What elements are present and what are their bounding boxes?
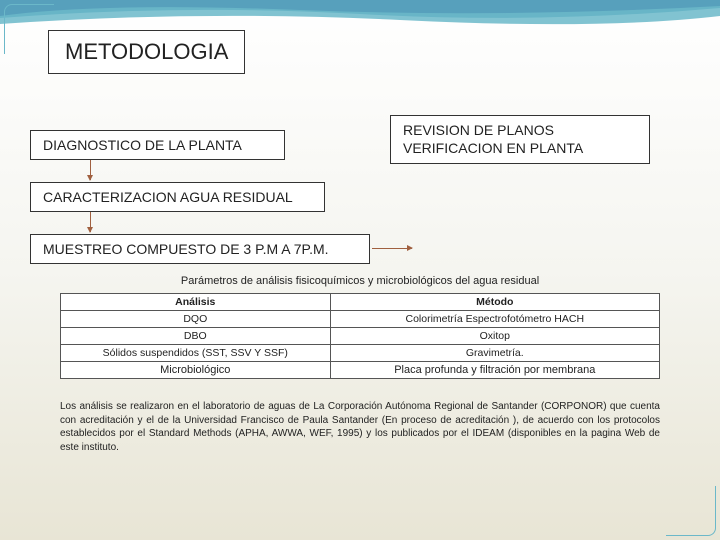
table-row: Microbiológico Placa profunda y filtraci… — [61, 362, 660, 379]
box-diagnostico-text: DIAGNOSTICO DE LA PLANTA — [43, 137, 242, 153]
table-title: Parámetros de análisis fisicoquímicos y … — [60, 275, 660, 287]
analysis-table: Análisis Método DQO Colorimetría Espectr… — [60, 293, 660, 379]
slide-content: METODOLOGIA DIAGNOSTICO DE LA PLANTA REV… — [0, 0, 720, 98]
box-muestreo: MUESTREO COMPUESTO DE 3 P.M A 7P.M. — [30, 234, 370, 264]
table-header-analisis: Análisis — [61, 294, 331, 311]
table-cell: DQO — [61, 311, 331, 328]
corner-decoration-bottom-right — [666, 486, 716, 536]
box-caracterizacion-text: CARACTERIZACION AGUA RESIDUAL — [43, 189, 293, 205]
arrow-diag-to-carac — [90, 160, 91, 180]
table-body: DQO Colorimetría Espectrofotómetro HACH … — [61, 311, 660, 379]
slide-title: METODOLOGIA — [65, 39, 228, 64]
box-revision-line2: VERIFICACION EN PLANTA — [403, 140, 637, 158]
box-muestreo-text: MUESTREO COMPUESTO DE 3 P.M A 7P.M. — [43, 241, 329, 257]
table-row: DBO Oxitop — [61, 328, 660, 345]
table-row: Sólidos suspendidos (SST, SSV Y SSF) Gra… — [61, 345, 660, 362]
box-diagnostico: DIAGNOSTICO DE LA PLANTA — [30, 130, 285, 160]
table-header-row: Análisis Método — [61, 294, 660, 311]
table-cell: Sólidos suspendidos (SST, SSV Y SSF) — [61, 345, 331, 362]
table-row: DQO Colorimetría Espectrofotómetro HACH — [61, 311, 660, 328]
arrow-muestreo-right — [372, 248, 412, 249]
box-revision-line1: REVISION DE PLANOS — [403, 122, 637, 140]
table-header-metodo: Método — [330, 294, 659, 311]
analysis-table-region: Parámetros de análisis fisicoquímicos y … — [60, 275, 660, 379]
box-caracterizacion: CARACTERIZACION AGUA RESIDUAL — [30, 182, 325, 212]
table-cell: Gravimetría. — [330, 345, 659, 362]
table-cell: Placa profunda y filtración por membrana — [330, 362, 659, 379]
arrow-carac-to-muestreo — [90, 212, 91, 232]
table-cell: Oxitop — [330, 328, 659, 345]
table-cell: Colorimetría Espectrofotómetro HACH — [330, 311, 659, 328]
box-revision: REVISION DE PLANOS VERIFICACION EN PLANT… — [390, 115, 650, 164]
table-cell: DBO — [61, 328, 331, 345]
footnote-text: Los análisis se realizaron en el laborat… — [60, 400, 660, 454]
table-cell: Microbiológico — [61, 362, 331, 379]
title-box: METODOLOGIA — [48, 30, 245, 74]
